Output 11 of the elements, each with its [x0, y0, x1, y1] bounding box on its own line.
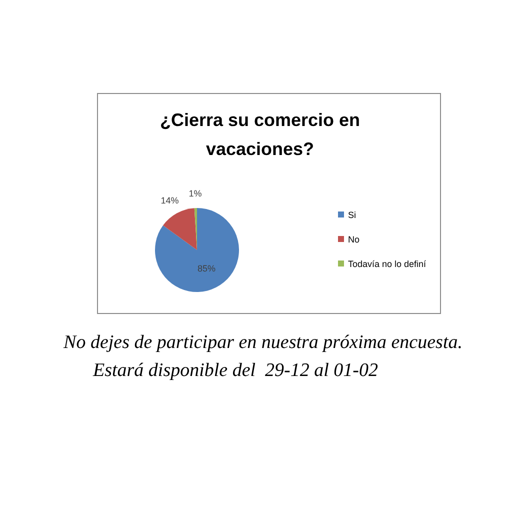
- text: No dejes de participar en nuestra próxima encuesta.: [62, 332, 462, 353]
- data-label: 14%: [160, 195, 179, 206]
- legend-label: No: [348, 234, 360, 244]
- text: Estará disponible del 29-12 al 01-02: [92, 360, 378, 381]
- legend-label: Todavía no lo definí: [348, 259, 427, 269]
- data-label: 1%: [188, 188, 202, 198]
- data-label: 85%: [198, 264, 216, 274]
- chart-title: ¿Cierra su comercio en vacaciones?: [160, 110, 360, 159]
- pie-slice: [155, 208, 239, 292]
- legend-label: Si: [348, 210, 356, 220]
- pie-slice: [163, 208, 197, 250]
